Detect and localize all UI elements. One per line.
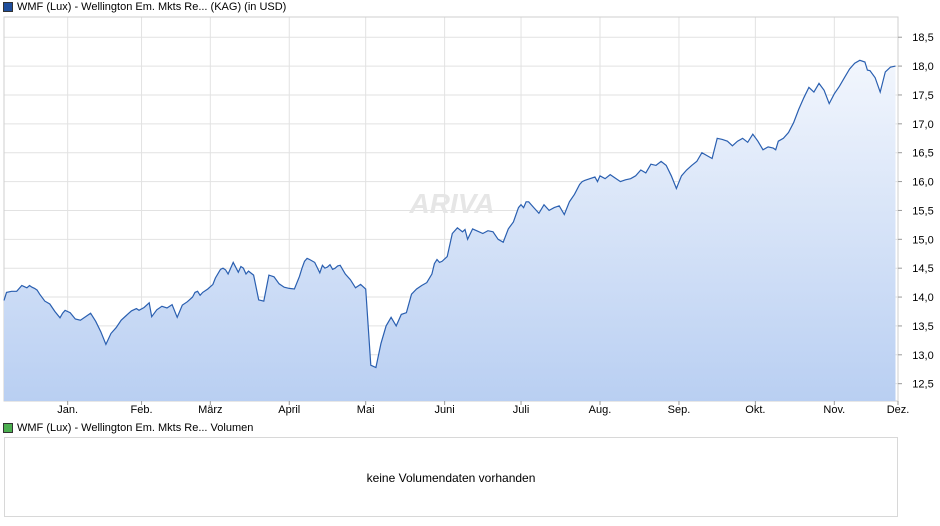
x-tick-label: Sep.: [668, 404, 691, 416]
volume-panel: keine Volumendaten vorhanden: [4, 437, 898, 517]
y-tick-label: 18,5: [912, 32, 933, 44]
x-tick-label: Jan.: [57, 404, 78, 416]
y-tick-label: 15,5: [912, 205, 933, 217]
x-tick-label: Mai: [357, 404, 375, 416]
y-tick-label: 15,0: [912, 234, 933, 246]
volume-empty-message: keine Volumendaten vorhanden: [5, 471, 897, 485]
x-tick-label: März: [198, 404, 222, 416]
y-axis: 12,5 13,0 13,5 14,0 14,5 15,0 15,5 16,0 16,5 17,0…: [898, 32, 934, 390]
y-tick-label: 18,0: [912, 61, 933, 73]
price-area: [4, 60, 896, 401]
x-tick-label: Juli: [513, 404, 530, 416]
y-tick-label: 12,5: [912, 379, 933, 391]
x-tick-label: April: [278, 404, 300, 416]
y-tick-label: 13,0: [912, 350, 933, 362]
volume-legend-swatch: [3, 423, 13, 433]
watermark-logo: ARIVA: [408, 188, 494, 219]
x-tick-label: Feb.: [131, 404, 153, 416]
x-axis: Jan. Feb. März April Mai Juni Juli Aug. Sep. Okt.…: [57, 401, 909, 416]
volume-legend: WMF (Lux) - Wellington Em. Mkts Re... Vo…: [3, 421, 253, 435]
y-tick-label: 17,5: [912, 90, 933, 102]
y-tick-label: 14,0: [912, 292, 933, 304]
y-tick-label: 16,0: [912, 177, 933, 189]
y-tick-label: 13,5: [912, 321, 933, 333]
price-chart: ARIVA 12,5 13,0 13,5 14,0 14,5 15,0 15,5 16,0 16…: [0, 0, 940, 420]
volume-legend-label: WMF (Lux) - Wellington Em. Mkts Re... Vo…: [17, 422, 253, 434]
x-tick-label: Juni: [435, 404, 455, 416]
x-tick-label: Dez.: [887, 404, 910, 416]
y-tick-label: 16,5: [912, 148, 933, 160]
x-tick-label: Okt.: [745, 404, 765, 416]
x-tick-label: Aug.: [589, 404, 612, 416]
y-tick-label: 17,0: [912, 119, 933, 131]
y-tick-label: 14,5: [912, 263, 933, 275]
x-tick-label: Nov.: [823, 404, 845, 416]
